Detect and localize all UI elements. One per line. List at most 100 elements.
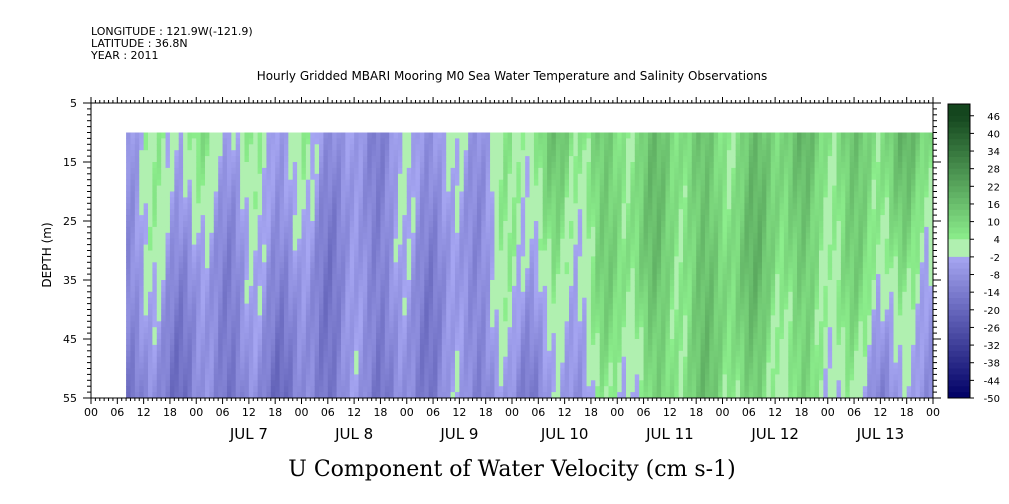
heatmap-cell [441,162,447,169]
heatmap-cell [156,386,162,393]
heatmap-cell [590,350,596,358]
heatmap-cell [573,368,579,375]
heatmap-cell [424,315,430,322]
heatmap-cell [441,280,447,287]
heatmap-cell [406,173,412,181]
heatmap-cell [244,327,250,334]
heatmap-cell [235,256,241,263]
heatmap-cell [595,221,601,228]
heatmap-cell [406,297,412,305]
heatmap-cell [349,297,355,305]
heatmap-cell [209,162,215,169]
heatmap-cell [362,344,368,352]
heatmap-cell [191,268,197,275]
heatmap-cell [196,138,202,145]
heatmap-cell [218,250,224,257]
heatmap-cell [262,244,267,251]
heatmap-cell [169,356,175,364]
heatmap-cell [520,280,526,287]
heatmap-cell [419,144,425,151]
heatmap-cell [393,132,399,139]
heatmap-cell [169,386,175,393]
heatmap-cell [542,309,548,316]
heatmap-cell [226,156,232,163]
heatmap-cell [200,244,206,251]
heatmap-cell [402,386,408,393]
heatmap-cell [503,144,509,151]
heatmap-cell [494,156,500,163]
heatmap-cell [555,315,561,322]
heatmap-cell [248,238,254,246]
heatmap-cell [332,262,338,269]
heatmap-cell [156,238,162,246]
heatmap-cell [244,203,250,210]
heatmap-cell [389,179,395,187]
heatmap-cell [292,250,298,257]
heatmap-cell [481,350,487,358]
heatmap-cell [314,215,320,222]
heatmap-cell [555,173,561,181]
heatmap-cell [183,238,188,246]
heatmap-cell [551,297,557,305]
heatmap-cell [310,197,316,204]
heatmap-cell [191,339,197,346]
heatmap-cell [183,173,188,181]
heatmap-cell [520,197,526,204]
heatmap-cell [411,185,417,192]
heatmap-cell [358,268,364,275]
heatmap-cell [362,374,368,381]
heatmap-cell [441,315,447,322]
heatmap-cell [560,268,566,275]
heatmap-cell [376,226,381,234]
heatmap-cell [547,309,552,316]
heatmap-cell [139,256,145,263]
heatmap-cell [608,215,614,222]
heatmap-cell [130,262,136,269]
heatmap-cell [323,392,329,398]
heatmap-cell [169,285,175,293]
heatmap-cell [305,362,311,369]
heatmap-cell [406,197,412,204]
heatmap-cell [248,144,254,151]
heatmap-cell [336,315,342,322]
heatmap-cell [222,362,228,369]
heatmap-cell [503,327,509,334]
heatmap-cell [459,315,465,322]
heatmap-cell [310,339,316,346]
heatmap-cell [319,274,324,281]
heatmap-cell [441,274,447,281]
heatmap-cell [139,226,145,234]
heatmap-cell [485,185,491,192]
heatmap-cell [507,262,513,269]
heatmap-cell [314,209,320,216]
heatmap-cell [362,150,368,157]
heatmap-cell [393,315,399,322]
heatmap-cell [248,262,254,269]
heatmap-cell [450,173,456,181]
heatmap-cell [314,191,320,198]
heatmap-cell [305,339,311,346]
heatmap-cell [187,250,193,257]
heatmap-cell [512,156,517,163]
heatmap-cell [437,280,443,287]
heatmap-cell [529,268,535,275]
heatmap-cell [340,327,346,334]
heatmap-cell [454,339,460,346]
heatmap-cell [222,333,228,340]
heatmap-cell [533,262,539,269]
heatmap-cell [327,226,333,234]
heatmap-cell [292,315,298,322]
heatmap-cell [419,185,425,192]
heatmap-cell [542,274,548,281]
heatmap-cell [248,132,254,139]
heatmap-cell [560,297,566,305]
heatmap-cell [590,209,596,216]
heatmap-cell [253,315,259,322]
heatmap-cell [538,185,544,192]
heatmap-cell [367,232,373,240]
heatmap-cell [319,368,324,375]
heatmap-cell [152,185,158,192]
heatmap-cell [481,333,487,340]
heatmap-cell [547,368,552,375]
heatmap-cell [459,356,465,364]
